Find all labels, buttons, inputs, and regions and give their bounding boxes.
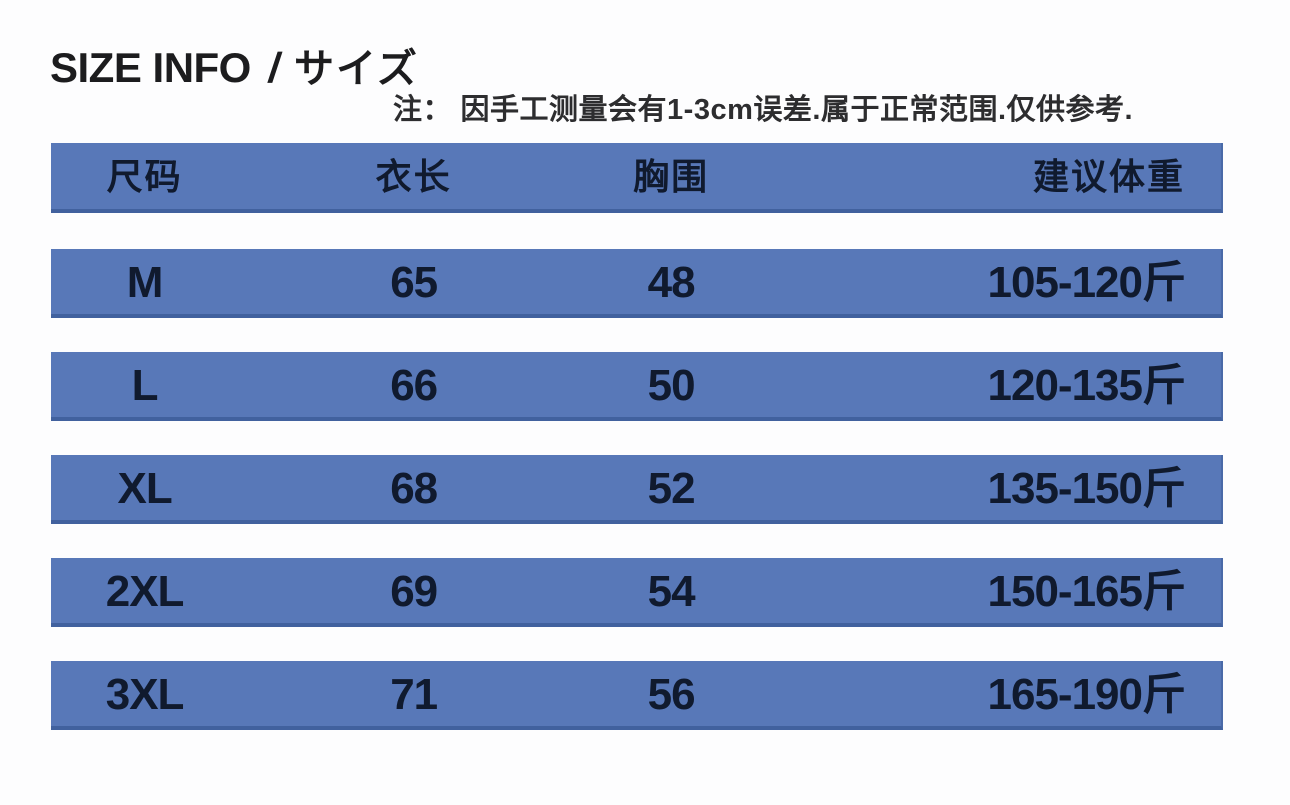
cell-1: L xyxy=(131,360,159,410)
header-cell-1: 尺码 xyxy=(106,156,183,197)
table-body: M 65 48 105-120斤 L 66 50 120-135斤 XL 68 52 135-150斤… xyxy=(51,249,1223,730)
header-cell-3: 胸围 xyxy=(633,156,710,197)
cell-4: 135-150斤 xyxy=(987,463,1186,513)
size-chart-table: 尺码 衣长 胸围 建议体重 M 65 48 105-120斤 L 66 50 120-135斤 XL 6… xyxy=(51,143,1223,730)
cell-4: 105-120斤 xyxy=(987,257,1186,307)
table-row-size-L: L 66 50 120-135斤 xyxy=(51,352,1223,421)
cell-2: 71 xyxy=(390,669,438,719)
cell-1: 3XL xyxy=(105,669,185,719)
table-header-row: 尺码 衣长 胸围 建议体重 xyxy=(51,143,1223,213)
cell-3: 50 xyxy=(647,360,696,410)
title-japanese: サイズ xyxy=(294,47,419,91)
cell-2: 68 xyxy=(390,463,438,513)
header-cell-2: 衣长 xyxy=(375,156,452,197)
cell-1: M xyxy=(126,257,164,307)
measurement-tolerance-note: 注： 因手工测量会有1-3cm误差.属于正常范围.仅供参考. xyxy=(393,94,1134,126)
header-cell-4: 建议体重 xyxy=(1032,156,1185,197)
cell-4: 165-190斤 xyxy=(987,669,1186,719)
cell-2: 65 xyxy=(390,257,438,307)
title-slash-separator: / xyxy=(265,44,284,91)
page-title: SIZE INFO / サイズ xyxy=(50,36,419,94)
cell-1: 2XL xyxy=(105,566,185,616)
cell-3: 56 xyxy=(647,669,696,719)
cell-2: 69 xyxy=(390,566,438,616)
title-english: SIZE INFO xyxy=(50,44,251,91)
table-row-size-2XL: 2XL 69 54 150-165斤 xyxy=(51,558,1223,627)
cell-3: 48 xyxy=(647,257,696,307)
table-row-size-3XL: 3XL 71 56 165-190斤 xyxy=(51,661,1223,730)
cell-4: 120-135斤 xyxy=(987,360,1186,410)
cell-1: XL xyxy=(117,463,172,513)
table-row-size-XL: XL 68 52 135-150斤 xyxy=(51,455,1223,524)
table-row-size-M: M 65 48 105-120斤 xyxy=(51,249,1223,318)
cell-4: 150-165斤 xyxy=(987,566,1186,616)
cell-3: 54 xyxy=(647,566,696,616)
cell-2: 66 xyxy=(390,360,438,410)
cell-3: 52 xyxy=(647,463,696,513)
